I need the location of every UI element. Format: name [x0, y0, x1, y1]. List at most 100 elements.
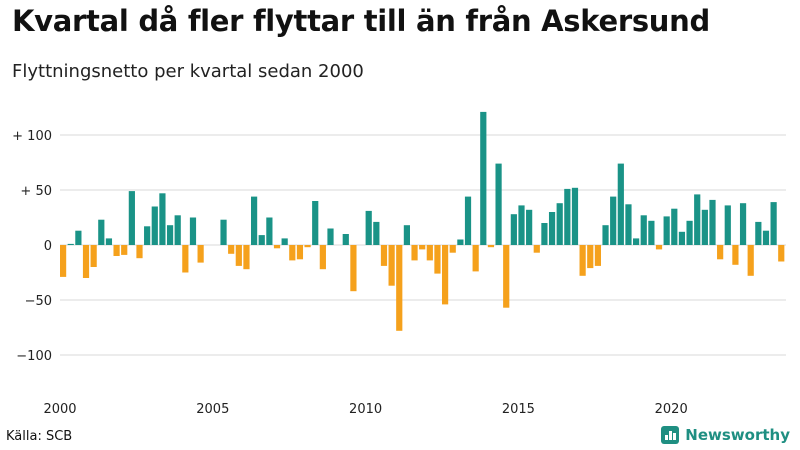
- bar: [449, 245, 456, 253]
- bar: [281, 238, 288, 245]
- bar: [258, 235, 265, 245]
- bar: [610, 196, 617, 245]
- bar: [472, 245, 479, 272]
- x-tick-label: 2020: [655, 402, 688, 417]
- bar: [273, 245, 281, 249]
- x-tick-label: 2005: [196, 402, 229, 417]
- bar: [105, 238, 113, 245]
- bar: [686, 220, 693, 245]
- bar: [648, 220, 655, 245]
- bar: [747, 245, 754, 276]
- chart-title: Kvartal då fler flyttar till än från Ask…: [12, 4, 710, 38]
- bar: [548, 212, 556, 245]
- x-axis-ticks: 2000 2005 2010 2015 2020: [43, 402, 687, 417]
- bar: [671, 208, 678, 245]
- y-tick-label: −50: [25, 294, 52, 309]
- bar: [365, 210, 372, 245]
- bar: [724, 205, 731, 245]
- bar: [388, 245, 395, 286]
- brand-logo: Newsworthy: [661, 426, 790, 444]
- bar: [457, 239, 464, 245]
- bar: [289, 245, 296, 261]
- y-axis-ticks: + 100 + 50 0 −50 −100: [12, 129, 52, 364]
- bar: [90, 245, 97, 267]
- bar: [189, 217, 197, 245]
- bar: [594, 245, 601, 266]
- bar: [739, 203, 747, 245]
- bar: [121, 245, 128, 255]
- bar: [694, 194, 701, 245]
- bar: [197, 245, 204, 263]
- bar: [182, 245, 189, 273]
- bar: [403, 225, 410, 245]
- bar-chart-icon: [661, 426, 680, 444]
- bar: [296, 245, 304, 260]
- bar: [480, 111, 487, 246]
- chart-subtitle: Flyttningsnetto per kvartal sedan 2000: [12, 61, 364, 82]
- bar: [579, 245, 586, 276]
- bar: [495, 163, 502, 245]
- bar: [625, 204, 632, 245]
- bar: [75, 230, 82, 245]
- bar: [67, 243, 74, 245]
- bar: [113, 245, 120, 256]
- bar: [556, 203, 563, 245]
- bar: [319, 245, 326, 270]
- bar: [174, 215, 181, 245]
- bar: [136, 245, 143, 259]
- bar: [518, 205, 525, 245]
- bar: [755, 221, 762, 245]
- bar: [602, 225, 609, 245]
- x-tick-label: 2010: [349, 402, 382, 417]
- bar: [228, 245, 235, 254]
- bar: [235, 245, 242, 266]
- bars: [60, 111, 785, 331]
- y-tick-label: −100: [16, 349, 52, 364]
- bar: [304, 245, 311, 248]
- bar: [128, 191, 135, 245]
- bar: [396, 245, 403, 331]
- bar: [426, 245, 433, 261]
- bar: [717, 245, 724, 260]
- y-tick-label: 0: [44, 239, 52, 254]
- bar: [571, 187, 579, 245]
- bar: [533, 245, 540, 253]
- bar: [312, 201, 319, 245]
- bar: [373, 221, 380, 245]
- bar: [166, 225, 174, 245]
- bar: [541, 223, 548, 245]
- grid-lines: [60, 134, 786, 356]
- bar: [617, 163, 624, 245]
- bar: [701, 209, 708, 245]
- bar: [82, 245, 90, 278]
- bar: [350, 245, 357, 292]
- bar: [770, 202, 777, 245]
- bar: [434, 245, 441, 274]
- bar: [732, 245, 739, 265]
- bar: [587, 245, 594, 269]
- bar: [640, 215, 647, 245]
- y-tick-label: + 100: [12, 129, 52, 144]
- bar: [151, 206, 158, 245]
- bar: [778, 245, 785, 262]
- bar: [327, 228, 334, 245]
- brand-name: Newsworthy: [685, 426, 790, 444]
- bar: [762, 230, 770, 245]
- bar: [564, 188, 571, 245]
- bar: [159, 193, 166, 245]
- bar: [419, 245, 426, 250]
- source-note: Källa: SCB: [6, 429, 73, 444]
- bar: [503, 245, 510, 308]
- bar: [342, 234, 349, 245]
- bar: [98, 219, 105, 245]
- y-tick-label: + 50: [20, 184, 52, 199]
- bar: [464, 196, 472, 245]
- bar: [442, 245, 449, 305]
- bar: [251, 196, 258, 245]
- bar: [526, 209, 533, 245]
- bar: [510, 214, 517, 245]
- x-tick-label: 2015: [502, 402, 535, 417]
- bar: [411, 245, 418, 261]
- bar: [487, 245, 495, 248]
